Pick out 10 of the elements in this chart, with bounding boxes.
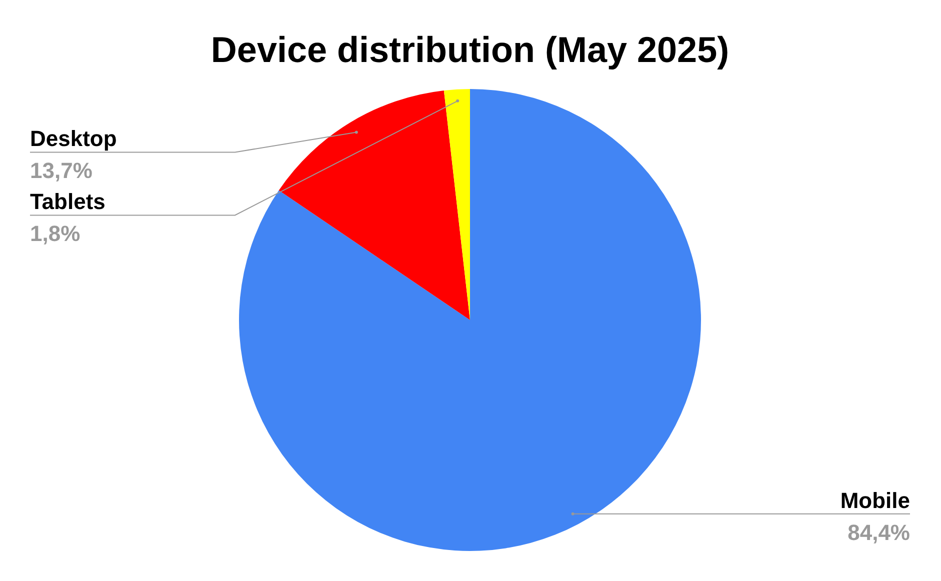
slice-label: Tablets xyxy=(30,189,106,214)
data-label: 13,7% xyxy=(30,158,92,184)
chart-title: Device distribution (May 2025) xyxy=(210,29,730,70)
slice-label: Desktop xyxy=(30,126,117,152)
pie-slice xyxy=(278,90,470,320)
slice-label: Mobile xyxy=(840,488,910,513)
pie-slice xyxy=(239,89,701,551)
data-label: 1,8% xyxy=(30,221,80,246)
pie-slice xyxy=(444,89,470,320)
data-label: 84,4% xyxy=(848,520,910,545)
